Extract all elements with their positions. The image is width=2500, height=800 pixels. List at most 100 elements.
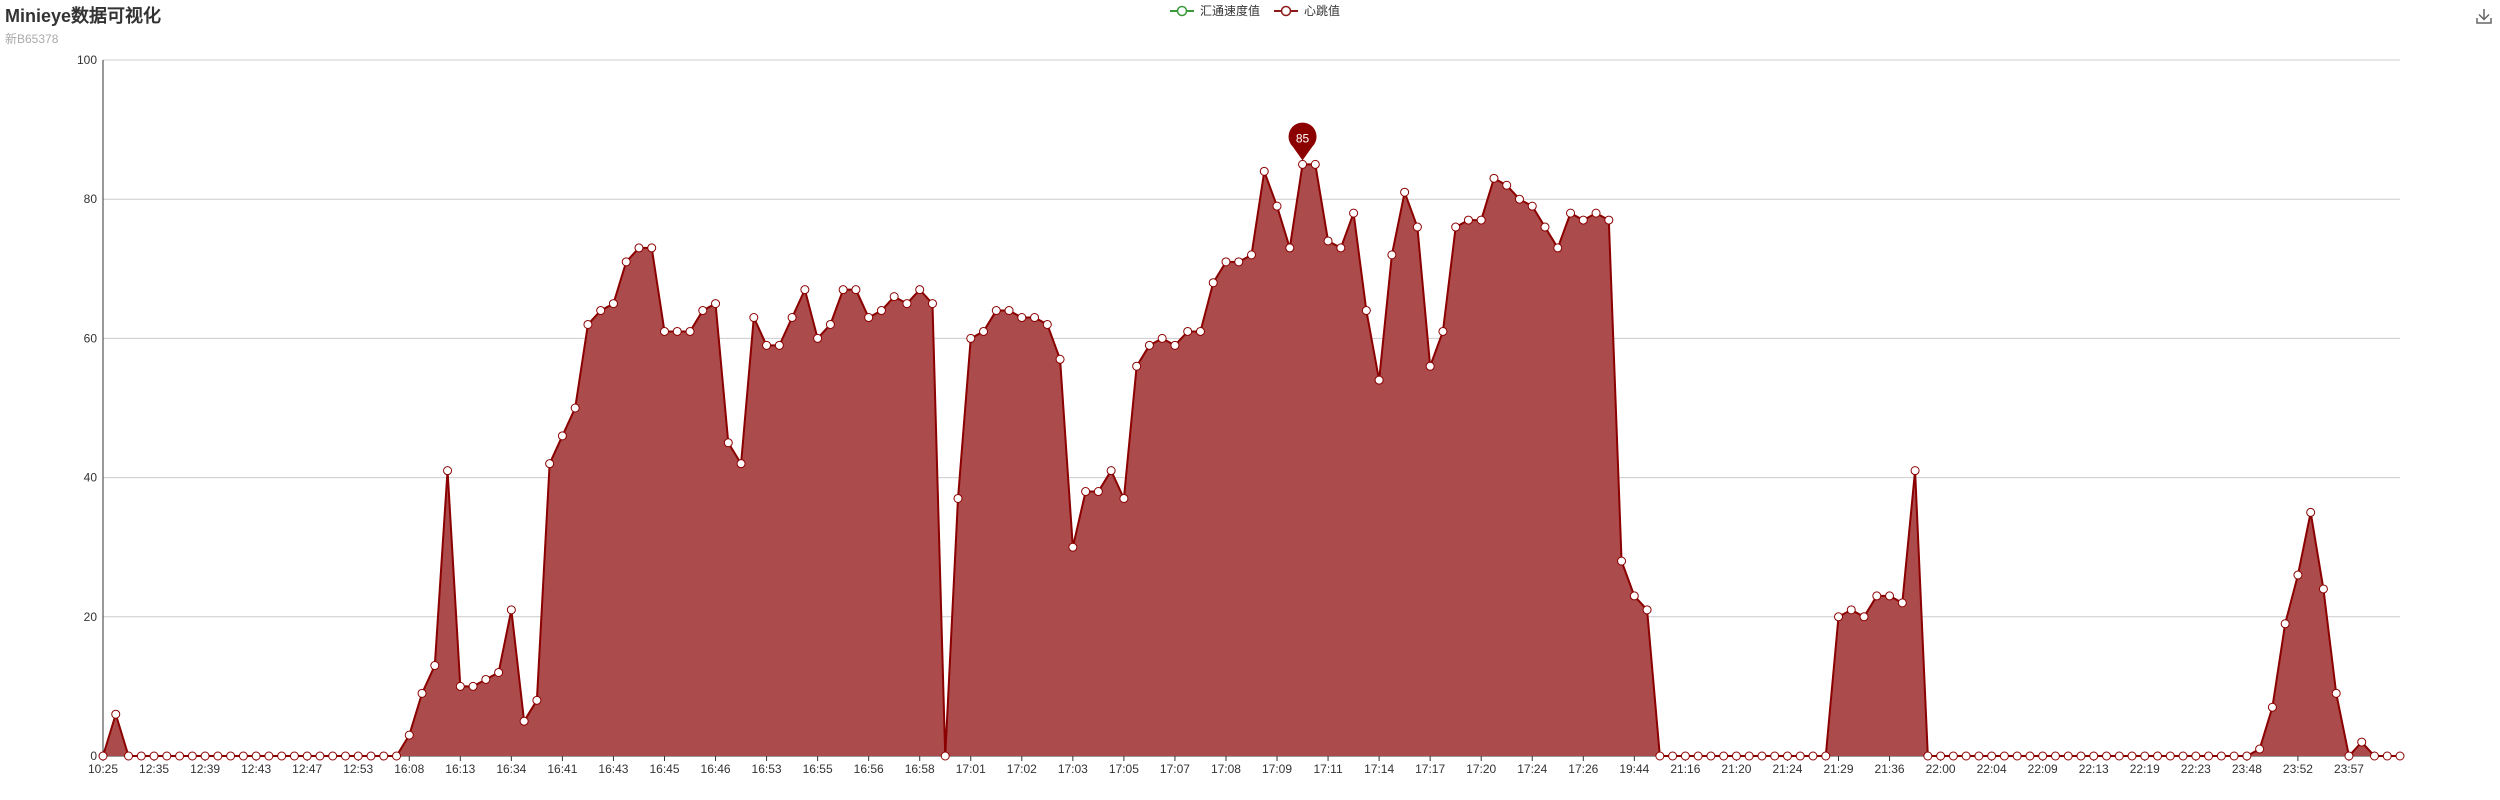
x-tick-label: 17:17 <box>1415 762 1445 776</box>
data-point <box>698 306 708 316</box>
data-point <box>2140 751 2150 761</box>
data-point <box>1987 751 1997 761</box>
data-point <box>302 751 312 761</box>
data-point <box>417 688 427 698</box>
data-point <box>2038 751 2048 761</box>
data-point <box>430 661 440 671</box>
data-point <box>264 751 274 761</box>
data-point <box>1119 493 1129 503</box>
x-tick-label: 21:16 <box>1670 762 1700 776</box>
data-point <box>1438 326 1448 336</box>
data-point <box>1259 166 1269 176</box>
data-point <box>251 751 261 761</box>
data-point <box>1821 751 1831 761</box>
data-point <box>1770 751 1780 761</box>
x-tick-label: 16:55 <box>803 762 833 776</box>
data-point <box>1349 208 1359 218</box>
x-tick-label: 16:41 <box>547 762 577 776</box>
data-point <box>2216 751 2226 761</box>
x-tick-label: 12:35 <box>139 762 169 776</box>
y-tick-label: 0 <box>90 749 97 763</box>
download-button[interactable] <box>2474 6 2494 26</box>
data-point <box>2331 688 2341 698</box>
data-point <box>1400 187 1410 197</box>
legend: 汇通速度值 心跳值 <box>1170 2 1340 19</box>
data-point <box>1514 194 1524 204</box>
x-tick-label: 17:11 <box>1313 762 1342 776</box>
legend-item-speed[interactable]: 汇通速度值 <box>1170 2 1260 19</box>
data-point <box>1923 751 1933 761</box>
data-point <box>1591 208 1601 218</box>
max-markpoint-label: 85 <box>1296 131 1310 145</box>
x-tick-label: 22:13 <box>2079 762 2109 776</box>
data-point <box>1055 354 1065 364</box>
data-point <box>1170 340 1180 350</box>
x-tick-label: 17:24 <box>1517 762 1547 776</box>
data-point <box>991 306 1001 316</box>
x-tick-label: 17:20 <box>1466 762 1496 776</box>
data-point <box>111 709 121 719</box>
data-point <box>1195 326 1205 336</box>
data-point <box>1310 159 1320 169</box>
x-tick-label: 21:29 <box>1823 762 1853 776</box>
chart-title: Minieye数据可视化 <box>5 6 162 26</box>
data-point <box>392 751 402 761</box>
x-tick-label: 12:47 <box>292 762 322 776</box>
chart-subtitle: 新B65378 <box>5 32 59 46</box>
x-tick-label: 12:39 <box>190 762 220 776</box>
data-point <box>1272 201 1282 211</box>
data-point <box>762 340 772 350</box>
data-point <box>1183 326 1193 336</box>
data-point <box>851 285 861 295</box>
data-point <box>659 326 669 336</box>
data-point <box>187 751 197 761</box>
x-tick-label: 16:34 <box>496 762 526 776</box>
data-point <box>2050 751 2060 761</box>
data-point <box>1795 751 1805 761</box>
data-point <box>1910 466 1920 476</box>
data-point <box>2357 737 2367 747</box>
data-point <box>838 285 848 295</box>
data-point <box>481 674 491 684</box>
x-tick-label: 22:04 <box>1977 762 2007 776</box>
data-point <box>1463 215 1473 225</box>
x-tick-label: 19:44 <box>1619 762 1649 776</box>
data-point <box>2280 619 2290 629</box>
data-point <box>2344 751 2354 761</box>
data-point <box>1872 591 1882 601</box>
data-point <box>1859 612 1869 622</box>
data-point <box>468 681 478 691</box>
data-point <box>1030 313 1040 323</box>
data-point <box>1668 751 1678 761</box>
x-tick-label: 17:05 <box>1109 762 1139 776</box>
data-point <box>2255 744 2265 754</box>
data-point <box>1936 751 1946 761</box>
x-tick-label: 17:01 <box>956 762 986 776</box>
x-tick-label: 21:36 <box>1875 762 1905 776</box>
data-point <box>455 681 465 691</box>
data-point <box>596 306 606 316</box>
data-point <box>608 299 618 309</box>
data-point <box>1693 751 1703 761</box>
data-point <box>621 257 631 267</box>
data-point <box>2229 751 2239 761</box>
legend-item-heartbeat[interactable]: 心跳值 <box>1274 2 1340 19</box>
data-point <box>200 751 210 761</box>
data-point <box>876 306 886 316</box>
data-point <box>1361 306 1371 316</box>
x-tick-label: 16:13 <box>445 762 475 776</box>
data-point <box>545 459 555 469</box>
data-point <box>404 730 414 740</box>
data-point <box>2089 751 2099 761</box>
data-point <box>1489 173 1499 183</box>
data-point <box>136 751 146 761</box>
data-point <box>2025 751 2035 761</box>
x-tick-label: 22:23 <box>2181 762 2211 776</box>
x-tick-label: 17:03 <box>1058 762 1088 776</box>
data-point <box>1566 208 1576 218</box>
data-point <box>1387 250 1397 260</box>
data-point <box>557 431 567 441</box>
data-point <box>2101 751 2111 761</box>
data-point <box>1476 215 1486 225</box>
data-point <box>2063 751 2073 761</box>
